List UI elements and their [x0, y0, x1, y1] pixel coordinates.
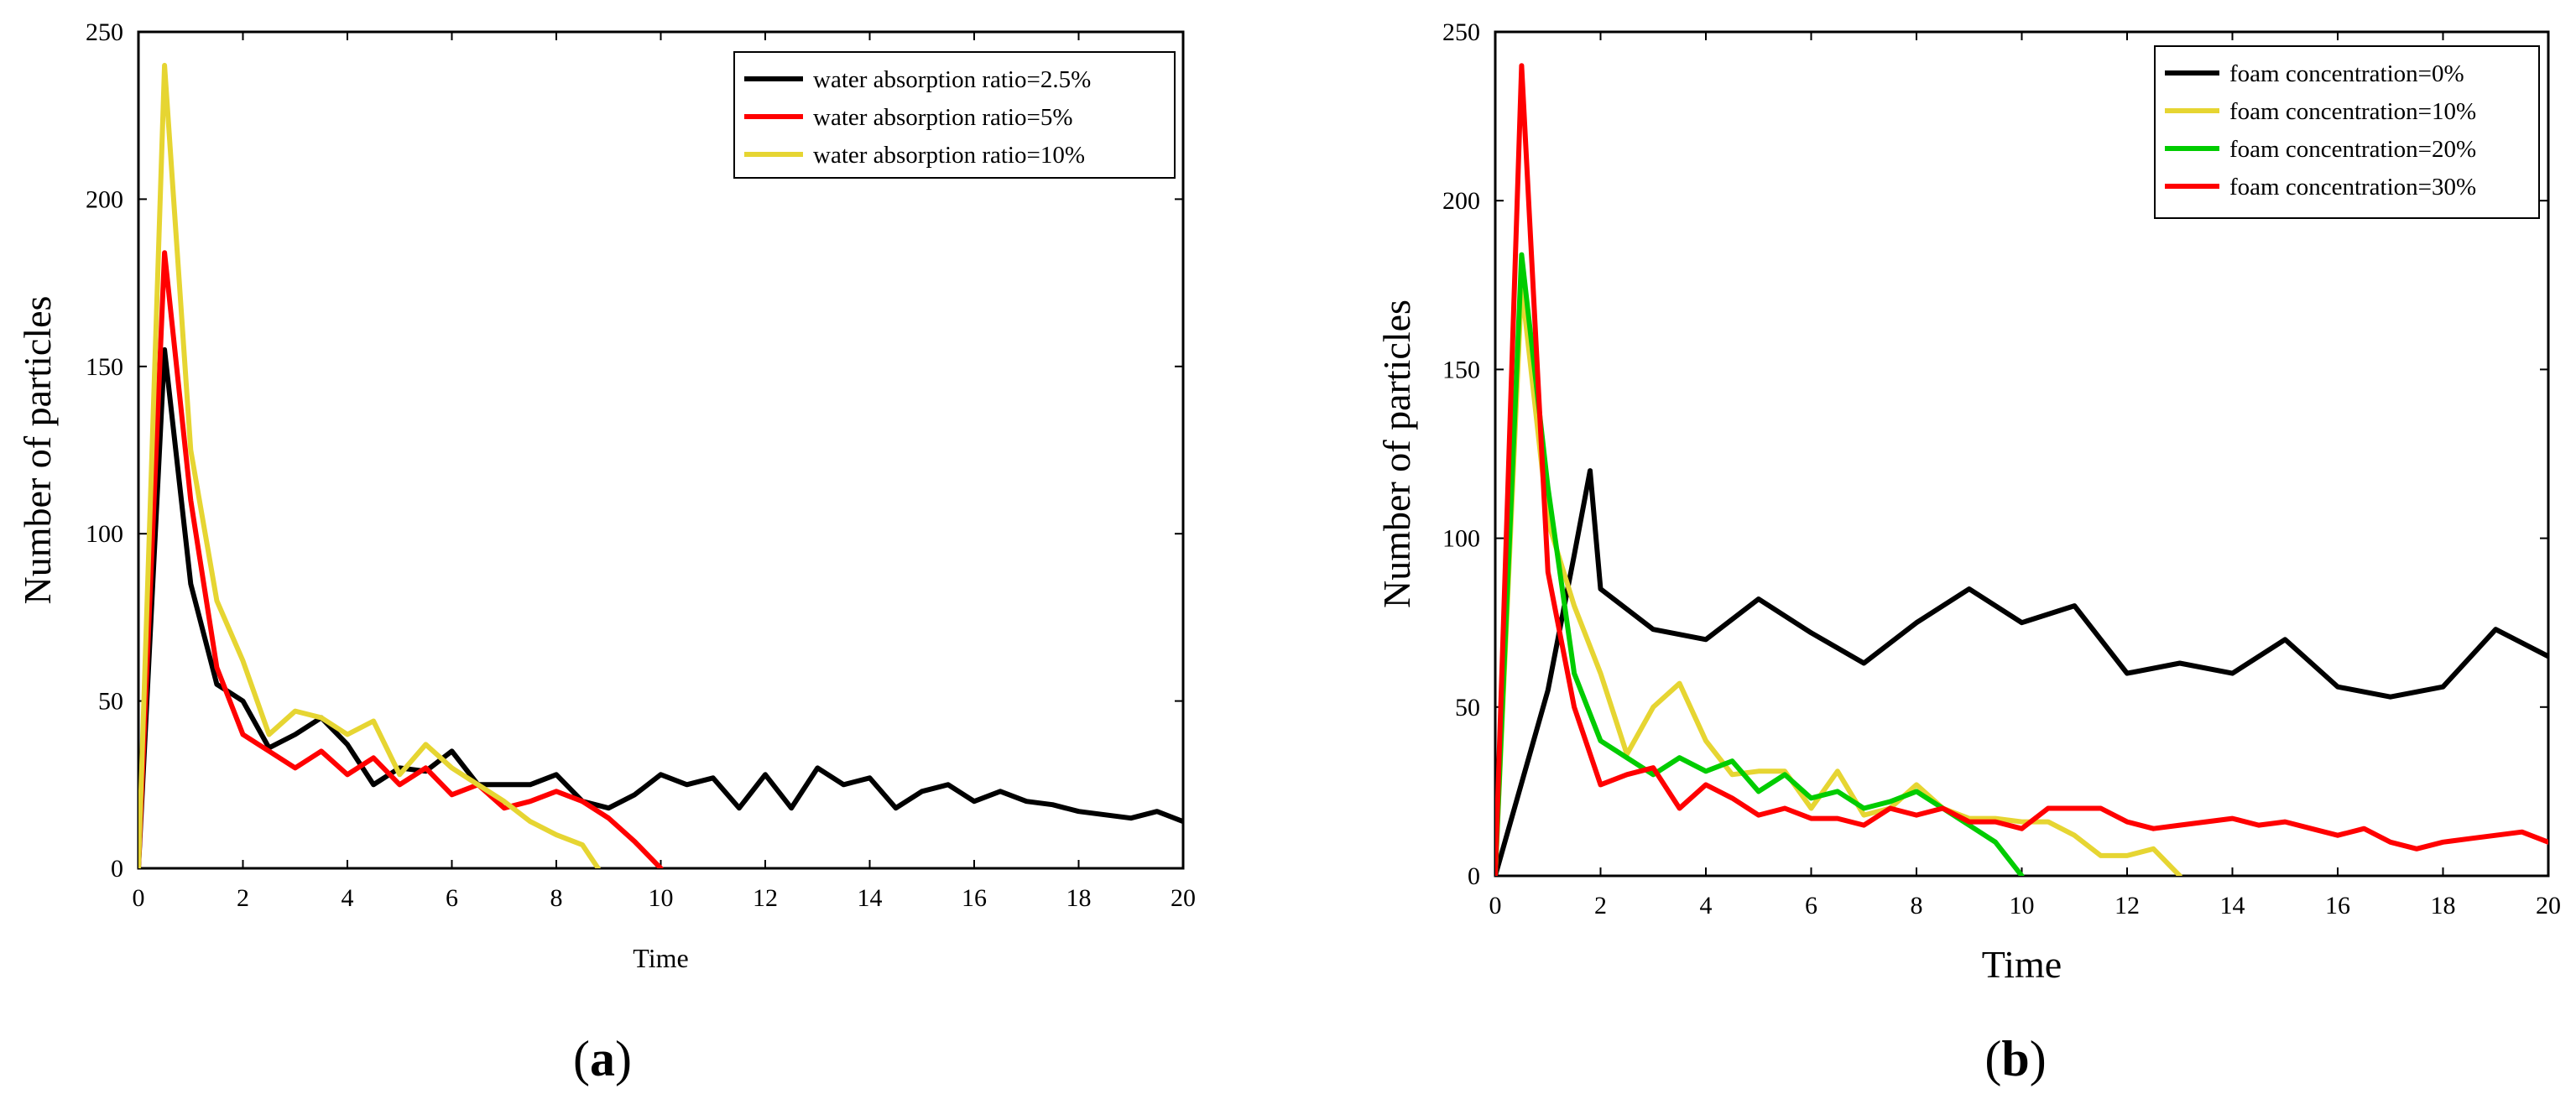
y-tick-label: 250	[86, 18, 123, 46]
x-tick-label: 6	[446, 884, 458, 912]
legend-label-3: water absorption ratio=10%	[813, 142, 1085, 169]
x-axis-label: Time	[1982, 943, 2062, 986]
x-tick-label: 12	[2115, 892, 2140, 919]
y-tick-label: 0	[1468, 862, 1480, 890]
panel-label-letter: b	[2001, 1031, 2029, 1086]
panel-label-close: )	[2030, 1031, 2047, 1086]
y-tick-label: 200	[86, 185, 123, 213]
panel-label-open: (	[1984, 1031, 2001, 1086]
x-tick-label: 12	[753, 884, 778, 912]
x-tick-label: 6	[1805, 892, 1817, 919]
legend-label-4: foam concentration=30%	[2229, 174, 2476, 201]
y-tick-label: 0	[111, 855, 123, 883]
series-line-3	[1495, 252, 2025, 876]
x-tick-label: 14	[858, 884, 883, 912]
panel-label-open: (	[573, 1031, 590, 1086]
x-tick-label: 20	[2536, 892, 2561, 919]
panel-label-letter: a	[590, 1031, 615, 1086]
series-line-1	[138, 346, 1183, 868]
y-tick-label: 100	[86, 520, 123, 548]
legend-box	[733, 51, 1176, 179]
panel-label: (a)	[573, 1031, 632, 1086]
x-tick-label: 4	[342, 884, 354, 912]
panel-a: 0 2 4 6 8 10 12 14 16 18 20050100150200250TimeNumb…	[16, 18, 1196, 1086]
x-tick-label: 0	[133, 884, 145, 912]
x-tick-label: 20	[1171, 884, 1196, 912]
legend-label-2: foam concentration=10%	[2229, 98, 2476, 125]
x-tick-label: 18	[2431, 892, 2456, 919]
legend-label-1: water absorption ratio=2.5%	[813, 66, 1091, 93]
series-line-2	[138, 250, 664, 868]
x-tick-label: 2	[1594, 892, 1607, 919]
y-tick-label: 150	[1442, 356, 1480, 383]
y-tick-label: 50	[1455, 694, 1480, 721]
y-tick-label: 100	[1442, 525, 1480, 553]
x-tick-label: 2	[237, 884, 249, 912]
x-tick-label: 4	[1700, 892, 1713, 919]
series-line-4	[1495, 63, 2548, 876]
series-line-2	[1495, 282, 2182, 876]
panel-b: 0 2 4 6 8 10 12 14 16 18 20050100150200250TimeNumb…	[1375, 18, 2561, 1086]
y-tick-label: 50	[98, 688, 123, 716]
x-tick-label: 16	[962, 884, 987, 912]
x-tick-label: 18	[1066, 884, 1092, 912]
x-tick-label: 10	[2010, 892, 2035, 919]
y-tick-label: 250	[1442, 18, 1480, 46]
series-line-1	[1495, 468, 2548, 876]
y-tick-label: 200	[1442, 187, 1480, 215]
y-tick-label: 150	[86, 353, 123, 381]
legend-label-1: foam concentration=0%	[2229, 60, 2464, 87]
x-tick-label: 0	[1489, 892, 1502, 919]
x-tick-label: 8	[550, 884, 563, 912]
y-axis-label: Number of particles	[16, 296, 59, 605]
panel-label-close: )	[615, 1031, 632, 1086]
legend-label-3: foam concentration=20%	[2229, 136, 2476, 163]
legend-label-2: water absorption ratio=5%	[813, 104, 1072, 131]
x-tick-label: 14	[2220, 892, 2245, 919]
x-tick-label: 16	[2325, 892, 2350, 919]
x-tick-label: 8	[1911, 892, 1923, 919]
series-line-3	[138, 62, 601, 868]
x-axis-label: Time	[633, 943, 688, 973]
y-axis-label: Number of particles	[1375, 299, 1418, 608]
panel-label: (b)	[1984, 1031, 2046, 1086]
x-tick-label: 10	[649, 884, 674, 912]
